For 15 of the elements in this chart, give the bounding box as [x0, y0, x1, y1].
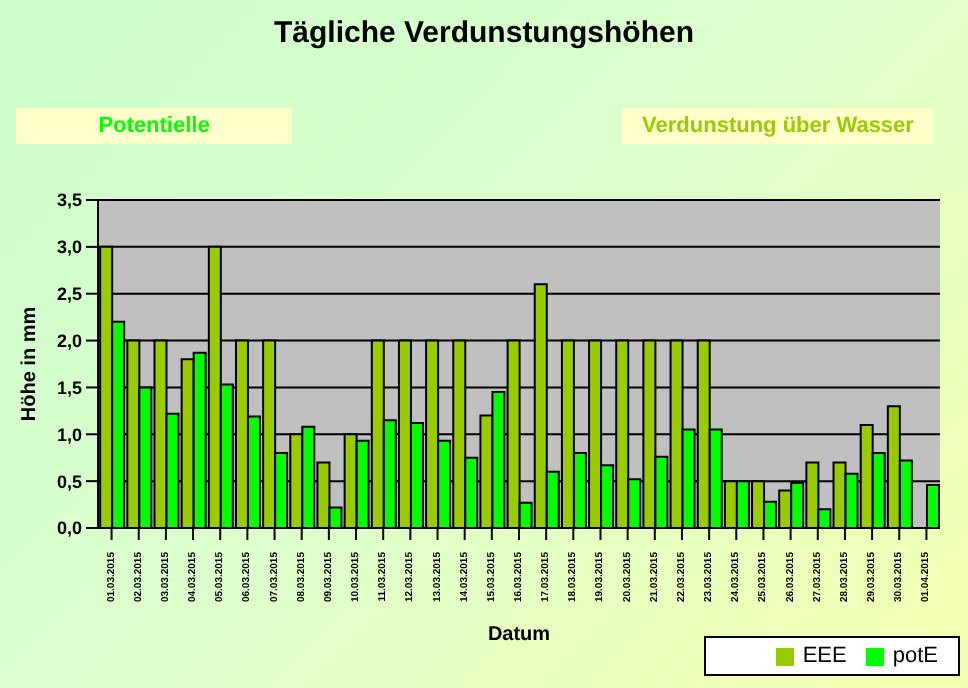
y-tick-label: 3,5 [56, 190, 82, 211]
text: Verdunstung über Wasser [622, 108, 934, 144]
y-tick-label: 0,0 [56, 518, 82, 539]
y-tick-label: 2,0 [56, 330, 82, 351]
y-axis-title: Höhe in mm [19, 306, 42, 422]
legend-label: EEE [802, 644, 847, 668]
y-tick-label: 3,0 [56, 237, 82, 258]
y-tick-label: 2,5 [56, 284, 82, 305]
y-tick-label: 1,5 [56, 377, 82, 398]
chart-title: Tägliche Verdunstungshöhen [271, 16, 697, 50]
text: Potentielle [16, 108, 292, 144]
x-axis-title: Datum [487, 624, 551, 646]
y-tick-label: 1,0 [56, 424, 82, 445]
y-tick-label: 0,5 [56, 471, 82, 492]
legend-label: potE [892, 644, 938, 668]
